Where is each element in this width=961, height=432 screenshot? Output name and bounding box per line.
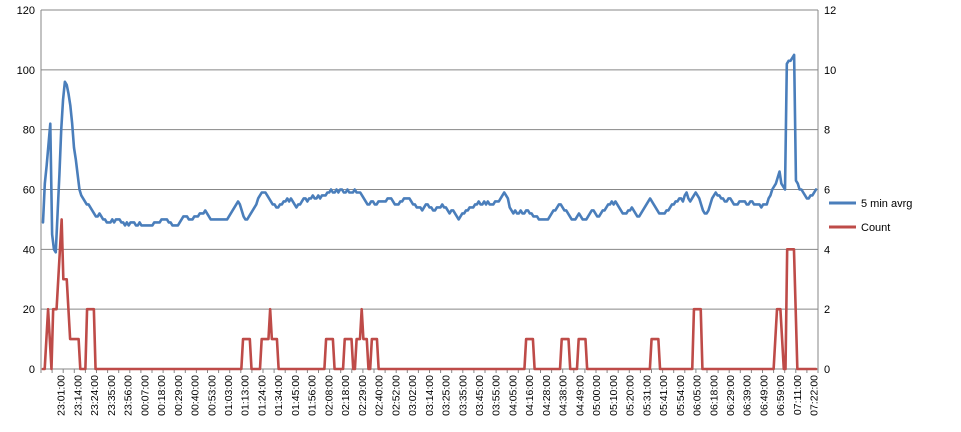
x-tick-label: 03:25:00 xyxy=(441,375,453,416)
y-left-tick-label: 20 xyxy=(23,304,35,316)
series-line-5-min-avrg xyxy=(41,53,818,254)
legend-label-count: Count xyxy=(861,222,890,234)
x-tick-label: 23:24:00 xyxy=(89,375,101,416)
y-left-tick-label: 60 xyxy=(23,185,35,197)
x-tick-label: 06:18:00 xyxy=(708,375,720,416)
y-left-tick-label: 100 xyxy=(17,65,35,77)
x-tick-label: 05:10:00 xyxy=(608,375,620,416)
x-tick-label: 02:40:00 xyxy=(374,375,386,416)
x-tick-label: 00:07:00 xyxy=(139,375,151,416)
x-tick-label: 03:14:00 xyxy=(424,375,436,416)
x-tick-label: 00:18:00 xyxy=(156,375,168,416)
y-axis-right-ticks: 0 2 4 6 8 10 12 xyxy=(824,5,836,376)
x-tick-label: 06:49:00 xyxy=(758,375,770,416)
x-tick-label: 01:03:00 xyxy=(223,375,235,416)
y-right-tick-label: 12 xyxy=(824,5,836,17)
y-right-tick-label: 0 xyxy=(824,364,830,376)
y-right-tick-label: 8 xyxy=(824,125,830,137)
x-tick-label: 00:53:00 xyxy=(206,375,218,416)
x-tick-label: 04:05:00 xyxy=(507,375,519,416)
series xyxy=(41,53,818,371)
x-tick-label: 05:31:00 xyxy=(641,375,653,416)
x-tick-label: 01:56:00 xyxy=(307,375,319,416)
x-tick-label: 02:08:00 xyxy=(323,375,335,416)
series-line-count xyxy=(41,218,818,371)
y-left-tick-label: 40 xyxy=(23,244,35,256)
x-tick-label: 04:28:00 xyxy=(541,375,553,416)
y-right-tick-label: 4 xyxy=(824,244,830,256)
x-axis-ticks: 23:01:00 23:14:00 23:24:00 23:35:00 23:56:00… xyxy=(56,375,821,416)
y-right-tick-label: 2 xyxy=(824,304,830,316)
x-tick-label: 04:38:00 xyxy=(558,375,570,416)
y-left-tick-label: 0 xyxy=(29,364,35,376)
x-tick-label: 23:35:00 xyxy=(106,375,118,416)
x-tick-label: 04:16:00 xyxy=(524,375,536,416)
x-tick-label: 02:52:00 xyxy=(390,375,402,416)
x-tick-label: 05:41:00 xyxy=(658,375,670,416)
x-tick-label: 02:18:00 xyxy=(340,375,352,416)
x-tick-label: 03:45:00 xyxy=(474,375,486,416)
y-axis-left-ticks: 0 20 40 60 80 100 120 xyxy=(17,5,35,376)
x-tick-label: 03:35:00 xyxy=(457,375,469,416)
legend: 5 min avrg Count xyxy=(829,198,912,234)
x-tick-label: 05:54:00 xyxy=(675,375,687,416)
x-tick-label: 03:55:00 xyxy=(491,375,503,416)
x-tick-label: 02:29:00 xyxy=(357,375,369,416)
x-tick-label: 05:20:00 xyxy=(625,375,637,416)
x-tick-label: 00:40:00 xyxy=(190,375,202,416)
x-tick-label: 05:00:00 xyxy=(591,375,603,416)
x-tick-label: 06:39:00 xyxy=(742,375,754,416)
x-tick-label: 06:59:00 xyxy=(775,375,787,416)
x-tick-label: 04:49:00 xyxy=(574,375,586,416)
x-tick-label: 01:34:00 xyxy=(273,375,285,416)
y-left-tick-label: 80 xyxy=(23,125,35,137)
x-tick-label: 01:24:00 xyxy=(256,375,268,416)
x-tick-label: 23:14:00 xyxy=(72,375,84,416)
x-tick-label: 23:56:00 xyxy=(123,375,135,416)
x-tick-label: 03:02:00 xyxy=(407,375,419,416)
x-tick-label: 07:11:00 xyxy=(792,375,804,415)
y-right-tick-label: 6 xyxy=(824,185,830,197)
x-tick-label: 07:22:00 xyxy=(809,375,821,416)
y-right-tick-label: 10 xyxy=(824,65,836,77)
x-tick-label: 23:01:00 xyxy=(56,375,68,416)
x-tick-label: 01:45:00 xyxy=(290,375,302,416)
legend-label-5-min-avrg: 5 min avrg xyxy=(861,198,912,210)
x-tick-label: 06:05:00 xyxy=(692,375,704,416)
x-tick-label: 06:29:00 xyxy=(725,375,737,416)
x-tick-label: 01:13:00 xyxy=(240,375,252,416)
y-left-tick-label: 120 xyxy=(17,5,35,17)
gridlines xyxy=(41,9,818,370)
x-tick-label: 00:29:00 xyxy=(173,375,185,416)
